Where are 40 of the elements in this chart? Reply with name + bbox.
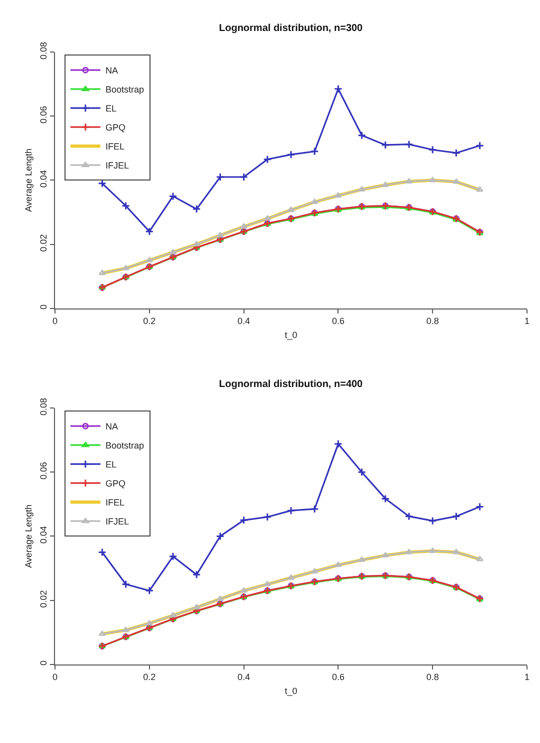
legend-label: GPQ — [105, 122, 126, 133]
x-tick-label: 1 — [524, 672, 530, 682]
chart-title: Lognormal distribution, n=400 — [219, 379, 364, 390]
x-tick-label: 0.4 — [238, 672, 250, 682]
x-tick-label: 0 — [52, 672, 58, 682]
y-axis-title: Average Length — [24, 148, 34, 212]
x-tick-label: 0.6 — [332, 672, 344, 682]
chart-title: Lognormal distribution, n=300 — [219, 23, 364, 34]
y-tick-label: 0.08 — [38, 42, 48, 60]
x-tick-label: 0.2 — [143, 316, 156, 326]
x-tick-label: 0.2 — [143, 672, 156, 682]
x-tick-label: 0.6 — [332, 316, 344, 326]
legend-label: IFJEL — [105, 160, 129, 171]
y-tick-label: 0.04 — [38, 170, 48, 188]
legend-label: Bootstrap — [105, 440, 144, 451]
legend-label: NA — [105, 66, 118, 76]
x-tick-label: 0 — [52, 316, 58, 326]
legend-label: IFEL — [105, 498, 124, 508]
y-tick-label: 0.04 — [38, 526, 48, 544]
x-axis-title: t_0 — [284, 686, 298, 696]
legend-label: EL — [105, 460, 116, 470]
legend-label: IFJEL — [105, 516, 129, 527]
y-tick-label: 0.02 — [38, 590, 48, 608]
legend-label: NA — [105, 422, 118, 432]
y-tick-label: 0 — [38, 304, 48, 310]
x-tick-label: 0.8 — [426, 672, 439, 682]
legend-label: Bootstrap — [105, 84, 144, 95]
y-axis-title: Average Length — [24, 504, 34, 568]
legend-label: EL — [105, 104, 116, 114]
y-tick-label: 0.06 — [38, 106, 48, 124]
x-tick-label: 0.4 — [238, 316, 250, 326]
legend-label: IFEL — [105, 142, 124, 152]
y-tick-label: 0 — [38, 660, 48, 666]
legend-label: GPQ — [105, 478, 126, 489]
x-tick-label: 1 — [524, 316, 530, 326]
y-tick-label: 0.08 — [38, 398, 48, 416]
y-tick-label: 0.06 — [38, 462, 48, 480]
x-axis-title: t_0 — [284, 330, 298, 340]
y-tick-label: 0.02 — [38, 234, 48, 252]
x-tick-label: 0.8 — [426, 316, 439, 326]
